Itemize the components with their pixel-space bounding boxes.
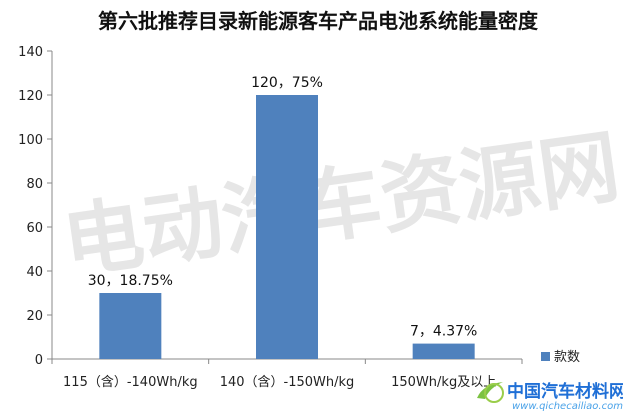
bars	[99, 95, 475, 359]
x-category-label: 150Wh/kg及以上	[391, 375, 496, 390]
y-tick-label: 20	[26, 309, 43, 324]
x-axis-ticks: 115（含）-140Wh/kg 140（含）-150Wh/kg 150Wh/kg及以…	[51, 359, 523, 390]
data-labels: 30，18.75% 120，75% 7，4.37%	[88, 75, 478, 340]
logo-swoosh-icon	[477, 382, 503, 399]
watermark: 电动汽车资源网	[57, 120, 623, 290]
bar-data-label: 120，75%	[251, 75, 323, 91]
bar	[99, 293, 162, 359]
y-tick-label: 40	[26, 265, 43, 280]
y-tick-label: 120	[18, 89, 43, 104]
y-tick-label: 60	[26, 221, 43, 236]
bar	[412, 343, 475, 359]
x-category-label: 140（含）-150Wh/kg	[220, 374, 355, 390]
y-axis-ticks: 0 20 40 60 80 100 120 140	[18, 45, 52, 368]
logo-text: 中国汽车材料网	[507, 381, 623, 402]
site-logo: 中国汽车材料网 www.qichecailiao.com	[477, 381, 623, 412]
logo-globe-icon	[484, 383, 504, 403]
legend-label: 款数	[554, 350, 580, 365]
bar-data-label: 7，4.37%	[410, 324, 477, 340]
x-category-label: 115（含）-140Wh/kg	[63, 374, 198, 390]
logo-url: www.qichecailiao.com	[512, 401, 623, 412]
legend-swatch	[541, 352, 550, 361]
y-tick-label: 0	[35, 353, 43, 368]
y-tick-label: 100	[18, 133, 43, 148]
y-tick-label: 140	[18, 45, 43, 60]
bar-data-label: 30，18.75%	[88, 273, 173, 289]
bar	[256, 95, 318, 359]
y-tick-label: 80	[26, 177, 43, 192]
chart-title: 第六批推荐目录新能源客车产品电池系统能量密度	[98, 9, 539, 33]
